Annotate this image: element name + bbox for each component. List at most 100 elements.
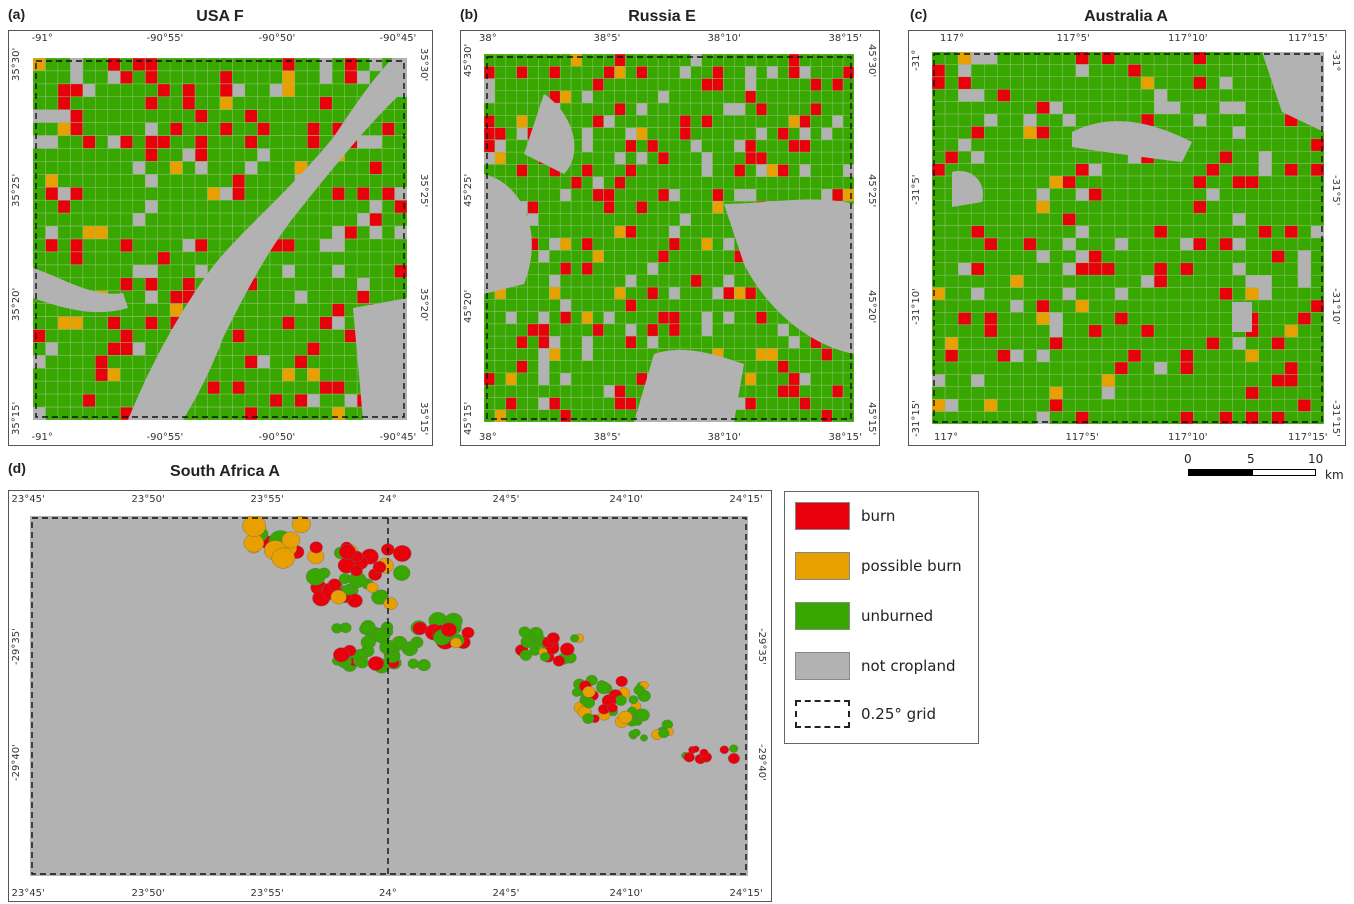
field-unburned <box>207 58 221 72</box>
field-unburned <box>570 213 583 227</box>
field-unburned <box>1088 150 1103 164</box>
field-burn <box>282 238 296 253</box>
field-unburned <box>232 212 246 227</box>
field-unburned <box>1193 225 1207 239</box>
field-unburned <box>1180 250 1194 264</box>
field-unburned <box>646 200 659 214</box>
field-unburned <box>570 323 583 337</box>
field-unburned <box>269 316 283 330</box>
field-unburned <box>294 329 308 343</box>
grid-line <box>35 60 405 418</box>
field-unburned <box>294 58 308 72</box>
field-unburned <box>494 102 507 116</box>
field-burn <box>232 329 246 343</box>
field-possible-burn <box>207 187 221 201</box>
field-unburned <box>57 329 71 343</box>
field-unburned <box>1166 64 1181 78</box>
field-unburned <box>984 76 998 90</box>
field-unburned <box>1062 299 1077 313</box>
field-unburned <box>1271 212 1286 226</box>
field-unburned <box>984 386 998 400</box>
tick-left-a: 35°20' <box>11 287 22 321</box>
field-unburned <box>701 90 713 104</box>
field-unburned <box>1180 64 1194 78</box>
field-unburned <box>527 66 539 79</box>
field-unburned <box>107 380 121 395</box>
field-possible-burn <box>788 115 800 128</box>
field-unburned <box>182 122 196 136</box>
field-unburned <box>592 54 604 67</box>
field-burn <box>182 96 196 110</box>
field-unburned <box>970 324 985 338</box>
field-unburned <box>603 78 615 92</box>
tick-left-a: 35°15' <box>11 401 22 435</box>
field-unburned <box>1075 274 1090 288</box>
field-unburned <box>132 187 146 201</box>
field-unburned <box>701 274 713 288</box>
field-unburned <box>957 336 972 350</box>
field-unburned <box>82 187 96 201</box>
field-unburned <box>788 397 800 411</box>
field-possible-burn <box>1245 287 1259 301</box>
field-unburned <box>269 161 283 175</box>
field-unburned <box>625 286 637 300</box>
field-unburned <box>755 384 768 398</box>
field-unburned <box>1153 336 1168 350</box>
field-unburned <box>294 251 308 266</box>
field-unburned <box>1258 88 1273 102</box>
field-unburned <box>1271 324 1286 338</box>
field-unburned <box>244 290 258 304</box>
field-unburned <box>810 139 822 153</box>
field-unburned <box>1088 76 1103 90</box>
field-burn <box>484 66 496 79</box>
pivot-burn <box>440 622 457 637</box>
field-burn <box>625 225 637 239</box>
field-unburned <box>369 277 383 291</box>
field-unburned <box>810 360 822 374</box>
field-possible-burn <box>282 70 296 85</box>
field-burn <box>842 66 854 79</box>
field-unburned <box>766 127 779 141</box>
field-unburned <box>1010 386 1024 400</box>
field-unburned <box>549 384 561 398</box>
field-unburned <box>970 212 985 226</box>
field-unburned <box>344 355 358 369</box>
field-unburned <box>997 250 1011 264</box>
field-unburned <box>516 54 528 67</box>
field-burn <box>810 78 822 92</box>
field-unburned <box>821 102 833 116</box>
field-unburned <box>592 225 604 239</box>
field-unburned <box>657 286 670 300</box>
field-unburned <box>1023 411 1037 424</box>
field-unburned <box>1297 299 1312 313</box>
field-unburned <box>1232 398 1246 412</box>
field-unburned <box>646 188 659 202</box>
field-unburned <box>549 176 561 190</box>
not-cropland-area <box>128 58 407 420</box>
field-burn <box>799 139 811 153</box>
field-unburned <box>723 188 735 202</box>
field-unburned <box>712 151 724 165</box>
field-unburned <box>1062 76 1077 90</box>
field-unburned <box>1271 312 1286 326</box>
field-unburned <box>269 58 283 72</box>
field-unburned <box>734 54 746 67</box>
field-unburned <box>45 148 59 162</box>
field-unburned <box>1049 374 1063 388</box>
field-unburned <box>625 262 637 276</box>
field-burn <box>1075 262 1090 276</box>
field-unburned <box>269 406 283 420</box>
field-unburned <box>57 70 71 85</box>
field-unburned <box>1284 398 1299 412</box>
field-unburned <box>679 335 692 349</box>
field-unburned <box>1193 336 1207 350</box>
field-unburned <box>549 360 561 374</box>
field-unburned <box>957 287 972 301</box>
field-unburned <box>712 90 724 104</box>
tick-left-a: 35°25' <box>11 173 22 207</box>
legend-swatch-burn <box>795 502 850 530</box>
field-unburned <box>679 274 692 288</box>
field-unburned <box>842 127 854 141</box>
field-unburned <box>132 96 146 110</box>
field-unburned <box>331 342 345 356</box>
